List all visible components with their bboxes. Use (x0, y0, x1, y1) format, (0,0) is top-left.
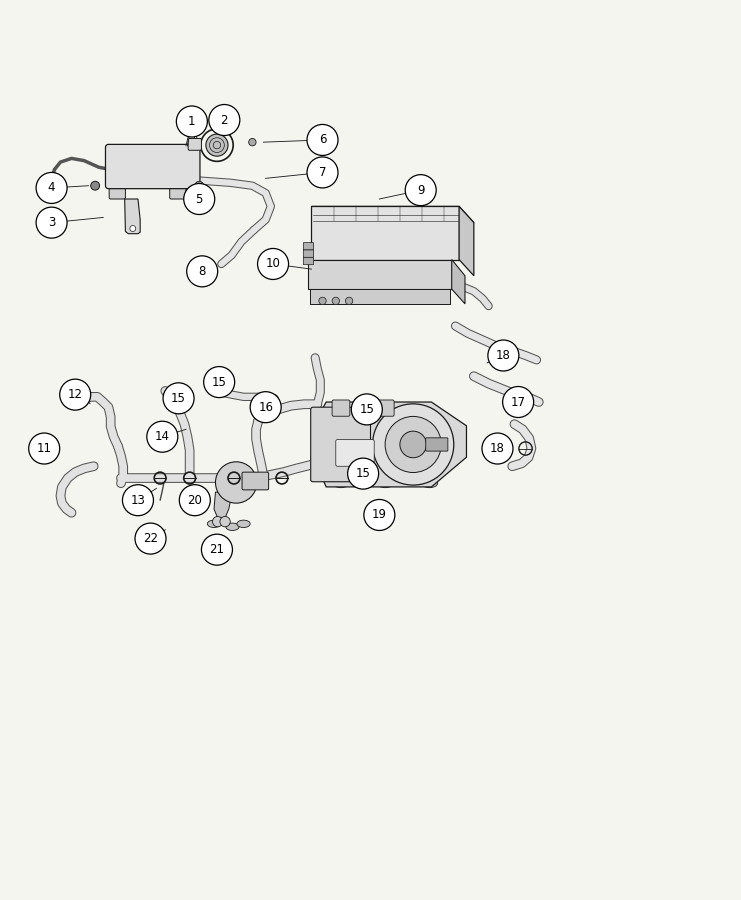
Text: 11: 11 (37, 442, 52, 455)
FancyBboxPatch shape (170, 183, 186, 199)
Text: 17: 17 (511, 395, 525, 409)
Circle shape (29, 433, 60, 464)
Circle shape (258, 248, 288, 280)
Ellipse shape (237, 520, 250, 527)
Circle shape (202, 535, 233, 565)
Ellipse shape (207, 520, 221, 527)
Text: 10: 10 (265, 257, 281, 271)
Circle shape (176, 106, 207, 137)
FancyBboxPatch shape (310, 407, 370, 482)
Text: 8: 8 (199, 265, 206, 278)
Text: 15: 15 (171, 392, 186, 405)
Circle shape (502, 386, 534, 418)
Text: 16: 16 (258, 400, 273, 414)
Polygon shape (311, 206, 473, 222)
Circle shape (348, 458, 379, 489)
Circle shape (488, 340, 519, 371)
Polygon shape (308, 259, 452, 289)
Circle shape (249, 139, 256, 146)
Polygon shape (452, 259, 465, 304)
Polygon shape (311, 206, 459, 259)
Text: 13: 13 (130, 494, 145, 507)
FancyBboxPatch shape (354, 400, 372, 416)
Circle shape (187, 256, 218, 287)
Text: 2: 2 (221, 113, 228, 127)
Text: 20: 20 (187, 494, 202, 507)
Circle shape (130, 226, 136, 231)
Circle shape (220, 517, 230, 526)
Text: 18: 18 (490, 442, 505, 455)
Text: 1: 1 (188, 115, 196, 128)
Text: 9: 9 (417, 184, 425, 196)
Circle shape (213, 517, 223, 526)
Circle shape (307, 124, 338, 156)
Text: 5: 5 (196, 193, 203, 205)
Circle shape (482, 433, 513, 464)
Circle shape (405, 175, 436, 205)
FancyBboxPatch shape (109, 183, 125, 199)
Circle shape (319, 297, 326, 304)
FancyBboxPatch shape (303, 243, 313, 250)
FancyBboxPatch shape (242, 472, 269, 490)
Polygon shape (313, 402, 467, 487)
Ellipse shape (422, 479, 438, 488)
Polygon shape (459, 206, 473, 275)
Circle shape (163, 382, 194, 414)
FancyBboxPatch shape (105, 144, 200, 189)
Circle shape (216, 462, 257, 503)
Circle shape (209, 104, 240, 136)
Circle shape (373, 404, 453, 485)
Text: 15: 15 (212, 375, 227, 389)
Circle shape (364, 500, 395, 530)
Text: 14: 14 (155, 430, 170, 443)
FancyBboxPatch shape (303, 250, 313, 257)
Circle shape (147, 421, 178, 452)
FancyBboxPatch shape (336, 440, 374, 466)
Text: 22: 22 (143, 532, 158, 545)
Circle shape (307, 157, 338, 188)
Circle shape (332, 297, 339, 304)
Circle shape (135, 523, 166, 554)
Circle shape (206, 134, 228, 157)
Circle shape (90, 181, 99, 190)
Text: 19: 19 (372, 508, 387, 521)
Circle shape (122, 485, 153, 516)
Circle shape (204, 366, 235, 398)
Polygon shape (214, 492, 233, 517)
Circle shape (179, 485, 210, 516)
Circle shape (400, 431, 427, 458)
FancyBboxPatch shape (426, 437, 448, 451)
Circle shape (250, 392, 281, 423)
Text: 15: 15 (359, 403, 374, 416)
Ellipse shape (377, 479, 393, 488)
Text: 12: 12 (67, 388, 83, 401)
Circle shape (184, 184, 215, 214)
Text: 18: 18 (496, 349, 511, 362)
Text: 7: 7 (319, 166, 326, 179)
Circle shape (385, 417, 441, 473)
Ellipse shape (333, 479, 349, 488)
Polygon shape (310, 289, 451, 304)
Text: 4: 4 (48, 182, 56, 194)
Text: 3: 3 (48, 216, 56, 230)
Circle shape (351, 394, 382, 425)
Circle shape (345, 297, 353, 304)
Circle shape (195, 181, 204, 190)
FancyBboxPatch shape (376, 400, 394, 416)
Ellipse shape (226, 523, 239, 530)
Text: 6: 6 (319, 133, 326, 147)
Circle shape (36, 207, 67, 238)
FancyBboxPatch shape (332, 400, 350, 416)
FancyBboxPatch shape (188, 139, 202, 150)
Circle shape (60, 379, 90, 410)
Text: 15: 15 (356, 467, 370, 480)
Polygon shape (124, 199, 140, 234)
FancyBboxPatch shape (303, 257, 313, 265)
Text: 21: 21 (210, 544, 225, 556)
Circle shape (36, 173, 67, 203)
